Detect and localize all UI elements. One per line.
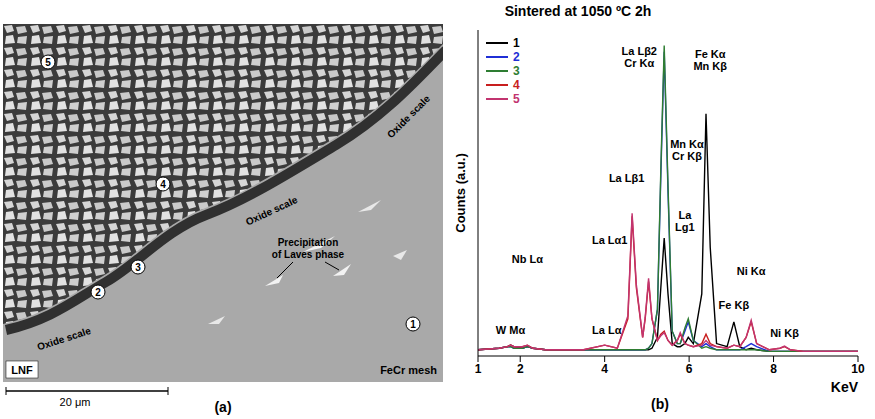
svg-text:La Lβ1: La Lβ1: [609, 172, 644, 184]
svg-text:1: 1: [410, 319, 416, 330]
html-text:4: 4: [513, 78, 520, 92]
svg-text:KeV: KeV: [831, 379, 859, 394]
svg-text:La Lα1: La Lα1: [592, 234, 628, 246]
svg-text:8: 8: [770, 362, 777, 376]
html-text:1: 1: [513, 36, 520, 50]
svg-text:Oxide scale: Oxide scale: [385, 93, 432, 140]
svg-text:Precipitationof Laves phase: Precipitationof Laves phase: [272, 237, 345, 260]
svg-text:3: 3: [135, 262, 141, 273]
svg-text:20 μm: 20 μm: [60, 396, 91, 408]
svg-text:Mn KαCr Kβ: Mn KαCr Kβ: [670, 138, 704, 162]
html-text:3: 3: [513, 64, 520, 78]
svg-text:LaLg1: LaLg1: [675, 209, 695, 233]
svg-text:4: 4: [160, 179, 166, 190]
svg-text:Counts (a.u.): Counts (a.u.): [453, 153, 468, 232]
svg-text:Oxide scale: Oxide scale: [244, 194, 299, 228]
html-text:Sintered at 1050 ºC 2h: Sintered at 1050 ºC 2h: [504, 3, 652, 19]
svg-text:W Mα: W Mα: [496, 324, 526, 336]
svg-text:FeCr mesh: FeCr mesh: [380, 364, 437, 376]
svg-text:5: 5: [45, 57, 51, 68]
svg-text:Ni Kβ: Ni Kβ: [770, 327, 799, 339]
svg-text:4: 4: [601, 362, 608, 376]
svg-text:Fe KαMn Kβ: Fe KαMn Kβ: [693, 48, 727, 72]
html-text:5: 5: [513, 92, 520, 106]
svg-text:La Lα: La Lα: [592, 324, 622, 336]
svg-text:Fe Kβ: Fe Kβ: [719, 299, 750, 311]
svg-text:6: 6: [686, 362, 693, 376]
svg-text:Nb Lα: Nb Lα: [512, 253, 543, 265]
svg-text:La Lβ2Cr Kα: La Lβ2Cr Kα: [622, 45, 657, 69]
svg-text:Oxide scale: Oxide scale: [36, 325, 93, 353]
svg-text:(a): (a): [214, 399, 231, 415]
svg-text:1: 1: [475, 362, 482, 376]
svg-text:10: 10: [851, 362, 865, 376]
html-text:2: 2: [513, 50, 520, 64]
svg-text:2: 2: [517, 362, 524, 376]
svg-text:2: 2: [95, 287, 101, 298]
svg-text:Ni Kα: Ni Kα: [737, 265, 766, 277]
html-text:(b): (b): [651, 396, 669, 412]
svg-text:LNF: LNF: [11, 364, 33, 376]
